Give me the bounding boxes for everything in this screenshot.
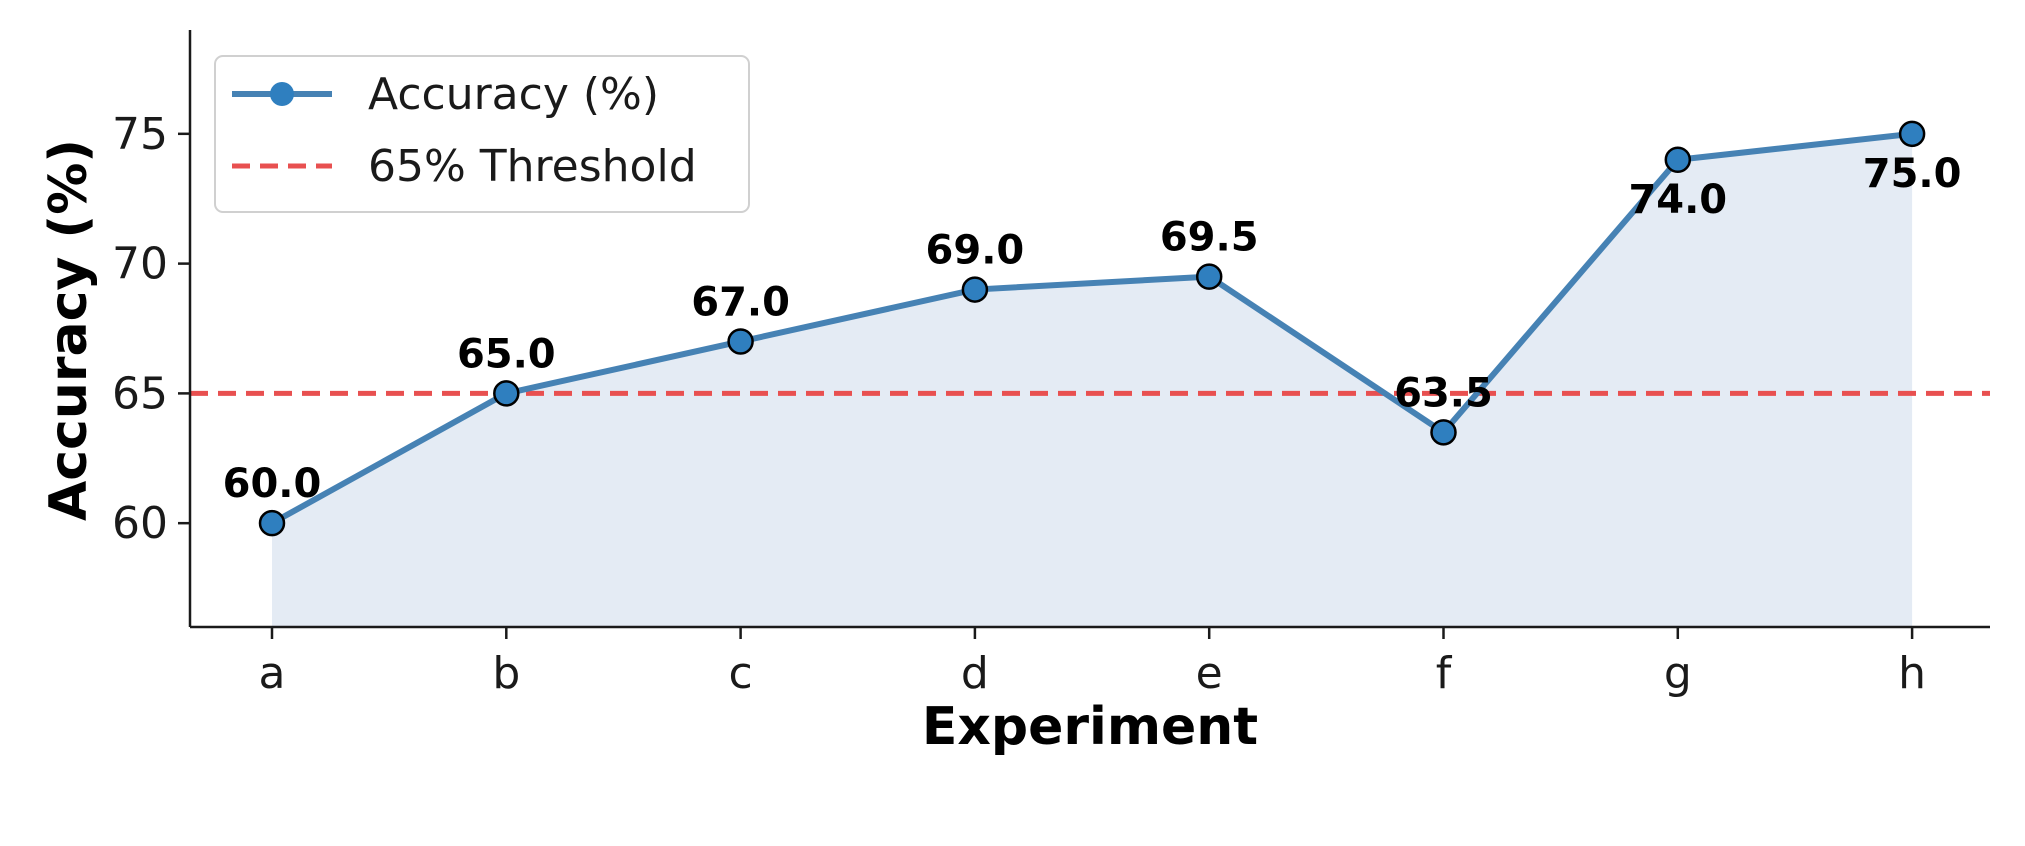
x-tick-label: f [1436,648,1453,699]
series-line [270,130,1913,526]
y-tick-label: 60 [112,498,168,549]
x-tick-label: g [1664,648,1692,699]
data-points [258,120,1926,537]
y-axis-title: Accuracy (%) [39,139,99,521]
legend-threshold-label: 65% Threshold [368,141,697,192]
area-fill [272,133,1913,627]
x-tick-label: b [492,648,520,699]
data-labels: 60.0 65.0 67.0 69.0 69.5 63.5 74.0 75.0 [223,151,1962,507]
y-tick-label: 75 [112,109,168,160]
data-point [1195,263,1223,290]
y-tick-label: 65 [112,368,168,419]
data-label: 67.0 [691,279,790,325]
area-fill-layer [272,133,1913,627]
axes: 60 65 70 75 a b c d e f g h [112,30,1990,699]
data-point [961,276,989,303]
data-point [1430,419,1457,446]
data-point [493,380,520,407]
data-point [727,328,754,355]
x-tick-label: e [1196,648,1223,699]
legend-series-label: Accuracy (%) [368,69,659,120]
series-line-layer [270,130,1913,526]
x-tick-label: c [728,648,752,699]
data-point [258,509,286,537]
data-label: 69.0 [926,228,1025,274]
x-tick-label: h [1898,648,1926,699]
legend-box [214,55,750,213]
x-tick-label: d [961,648,989,699]
x-tick-label: a [259,648,286,699]
data-point [1664,146,1692,174]
data-label: 69.5 [1160,215,1259,261]
data-label: 63.5 [1394,370,1493,416]
y-tick-label: 70 [112,239,168,290]
legend-series-marker-icon [270,82,294,106]
data-label: 75.0 [1863,151,1962,197]
data-label: 60.0 [223,461,322,507]
x-axis-title: Experiment [922,697,1258,757]
data-label: 74.0 [1628,177,1727,223]
data-label: 65.0 [457,331,556,377]
legend: Accuracy (%) 65% Threshold [214,55,750,213]
data-point [1898,120,1926,148]
